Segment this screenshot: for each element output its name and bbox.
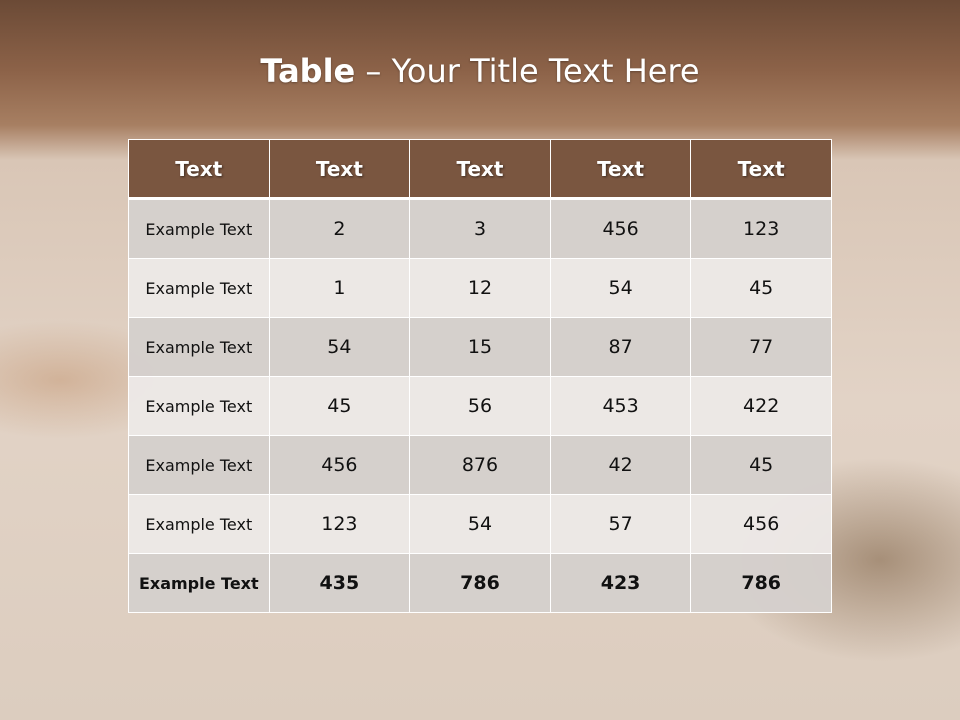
table-cell: 422: [690, 376, 832, 436]
table-cell: 123: [690, 198, 832, 259]
row-label: Example Text: [128, 435, 270, 495]
table-cell: 45: [690, 435, 832, 495]
table-cell: 786: [409, 553, 551, 613]
table-cell: 435: [268, 553, 411, 613]
table-cell: 54: [409, 494, 551, 554]
table-cell: 42: [549, 435, 692, 495]
table-cell: 77: [690, 317, 832, 377]
column-header: Text: [690, 139, 832, 200]
table-row: Example Text 123 54 57 456: [128, 494, 832, 554]
row-label: Example Text: [128, 258, 270, 318]
title-bold: Table: [260, 52, 356, 90]
table-cell: 54: [549, 258, 692, 318]
table-cell: 456: [690, 494, 832, 554]
slide-title: Table – Your Title Text Here: [0, 52, 960, 90]
table-body: Example Text 2 3 456 123 Example Text 1 12 54 45 E…: [128, 198, 832, 613]
row-label: Example Text: [128, 494, 270, 554]
table-cell: 2: [268, 198, 411, 259]
table-cell: 54: [268, 317, 411, 377]
table-cell: 45: [268, 376, 411, 436]
row-label: Example Text: [128, 198, 270, 259]
table-row: Example Text 1 12 54 45: [128, 258, 832, 318]
column-header: Text: [268, 139, 411, 200]
column-header: Text: [409, 139, 551, 200]
row-label: Example Text: [128, 553, 270, 613]
row-label: Example Text: [128, 376, 270, 436]
column-header: Text: [549, 139, 692, 200]
table-cell: 12: [409, 258, 551, 318]
table-cell: 456: [549, 198, 692, 259]
table-row: Example Text 456 876 42 45: [128, 435, 832, 495]
table-cell: 1: [268, 258, 411, 318]
row-label: Example Text: [128, 317, 270, 377]
table-cell: 456: [268, 435, 411, 495]
data-table: Text Text Text Text Text Example Text 2 3 456 12…: [128, 139, 832, 613]
table-row: Example Text 2 3 456 123: [128, 198, 832, 259]
table-cell: 87: [549, 317, 692, 377]
table-cell: 57: [549, 494, 692, 554]
header-row: Text Text Text Text Text: [128, 139, 832, 200]
table-cell: 56: [409, 376, 551, 436]
table-cell: 123: [268, 494, 411, 554]
column-header: Text: [128, 139, 270, 200]
table-row: Example Text 54 15 87 77: [128, 317, 832, 377]
total-row: Example Text 435 786 423 786: [128, 553, 832, 613]
table-cell: 453: [549, 376, 692, 436]
table-row: Example Text 45 56 453 422: [128, 376, 832, 436]
table-cell: 15: [409, 317, 551, 377]
table-cell: 3: [409, 198, 551, 259]
title-rest: – Your Title Text Here: [355, 52, 700, 90]
table-cell: 786: [690, 553, 832, 613]
table-cell: 45: [690, 258, 832, 318]
table-cell: 423: [549, 553, 692, 613]
table-cell: 876: [409, 435, 551, 495]
